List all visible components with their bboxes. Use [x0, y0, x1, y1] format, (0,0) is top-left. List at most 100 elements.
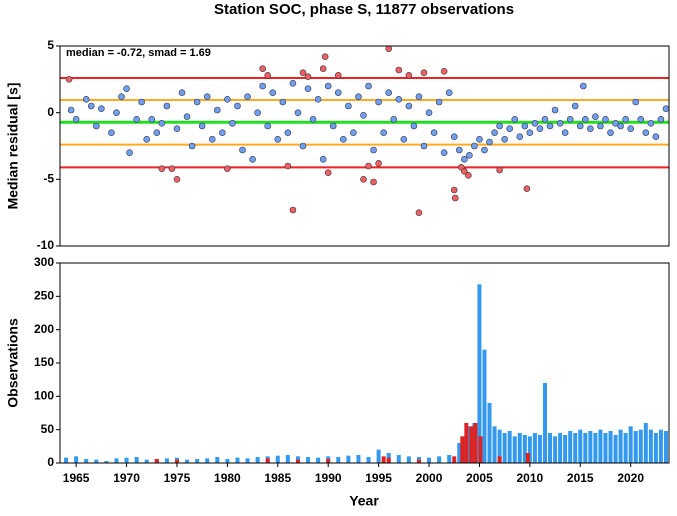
point: [375, 160, 382, 167]
point: [370, 178, 377, 186]
y-tick-label: 200: [34, 322, 54, 336]
x-tick-label: 1990: [315, 471, 342, 485]
bar: [482, 349, 487, 463]
point: [491, 129, 498, 136]
bar: [593, 433, 598, 463]
y-tick-label: -5: [43, 172, 54, 186]
point: [123, 85, 130, 92]
plot-frame: [59, 45, 670, 247]
bar: [537, 435, 542, 463]
bar: [316, 457, 321, 463]
bar: [542, 383, 547, 463]
bar: [265, 458, 270, 463]
point: [461, 168, 468, 175]
point: [420, 69, 428, 76]
bar: [406, 456, 411, 463]
point: [208, 136, 216, 143]
bar: [396, 455, 401, 463]
point: [390, 116, 398, 123]
annotation: median = -0.72, smad = 1.69: [66, 47, 211, 59]
point: [138, 98, 145, 106]
point: [198, 122, 206, 130]
point: [284, 162, 292, 170]
point: [244, 93, 251, 100]
x-tick-label: 1995: [365, 471, 392, 485]
point: [405, 102, 413, 110]
point: [501, 136, 508, 143]
chart-title: Station SOC, phase S, 11877 observations: [214, 1, 514, 18]
point: [637, 116, 645, 123]
bar: [225, 459, 230, 463]
point: [541, 116, 549, 123]
point: [239, 146, 246, 154]
point: [219, 129, 226, 136]
point: [465, 172, 472, 179]
point: [607, 129, 614, 136]
point: [203, 93, 211, 100]
point: [355, 93, 362, 100]
point: [319, 65, 327, 72]
bar: [643, 423, 648, 463]
point: [587, 125, 594, 132]
point: [299, 69, 307, 76]
x-tick-label: 2010: [517, 471, 544, 485]
point: [415, 209, 423, 216]
x-axis-label: Year: [349, 493, 379, 509]
point: [126, 149, 133, 156]
point: [279, 98, 287, 106]
x-tick-label: 1970: [113, 471, 140, 485]
point: [324, 169, 332, 176]
bar: [124, 457, 129, 463]
bar: [623, 433, 628, 463]
point: [178, 89, 186, 96]
bar: [245, 458, 250, 463]
bar: [336, 457, 341, 463]
bar: [628, 426, 633, 463]
point: [284, 129, 292, 136]
point: [662, 105, 669, 112]
point: [299, 142, 307, 150]
point: [450, 133, 458, 140]
point: [365, 82, 372, 90]
y-tick-label: 100: [34, 389, 54, 403]
bar: [154, 459, 159, 463]
bar: [618, 429, 623, 463]
point: [496, 122, 503, 130]
x-tick-label: 2005: [466, 471, 493, 485]
point: [269, 89, 277, 96]
x-tick-label: 2015: [567, 471, 594, 485]
point: [168, 165, 176, 172]
point: [617, 122, 624, 130]
point: [360, 176, 367, 183]
bar: [512, 436, 517, 463]
bar: [114, 458, 119, 463]
point: [405, 72, 413, 79]
bar: [195, 459, 200, 463]
point: [183, 113, 191, 120]
point: [259, 65, 266, 72]
point: [516, 133, 524, 140]
y-tick-label: 150: [34, 355, 54, 369]
bar: [460, 436, 465, 463]
bar: [452, 456, 457, 463]
point: [324, 82, 332, 90]
point: [264, 72, 272, 79]
point: [571, 102, 579, 110]
bar: [473, 423, 478, 463]
y-tick-label: 50: [41, 422, 55, 436]
bar: [638, 429, 643, 463]
point: [400, 136, 408, 143]
point: [455, 146, 463, 154]
point: [551, 106, 559, 114]
bar: [285, 455, 290, 463]
bar: [381, 456, 386, 463]
x-tick-label: 1980: [214, 471, 241, 485]
point: [395, 66, 403, 74]
point: [224, 165, 231, 172]
point: [304, 73, 312, 80]
bar: [275, 455, 280, 463]
bar: [613, 435, 618, 463]
bar: [563, 435, 568, 463]
point: [385, 46, 392, 52]
point: [481, 146, 488, 154]
